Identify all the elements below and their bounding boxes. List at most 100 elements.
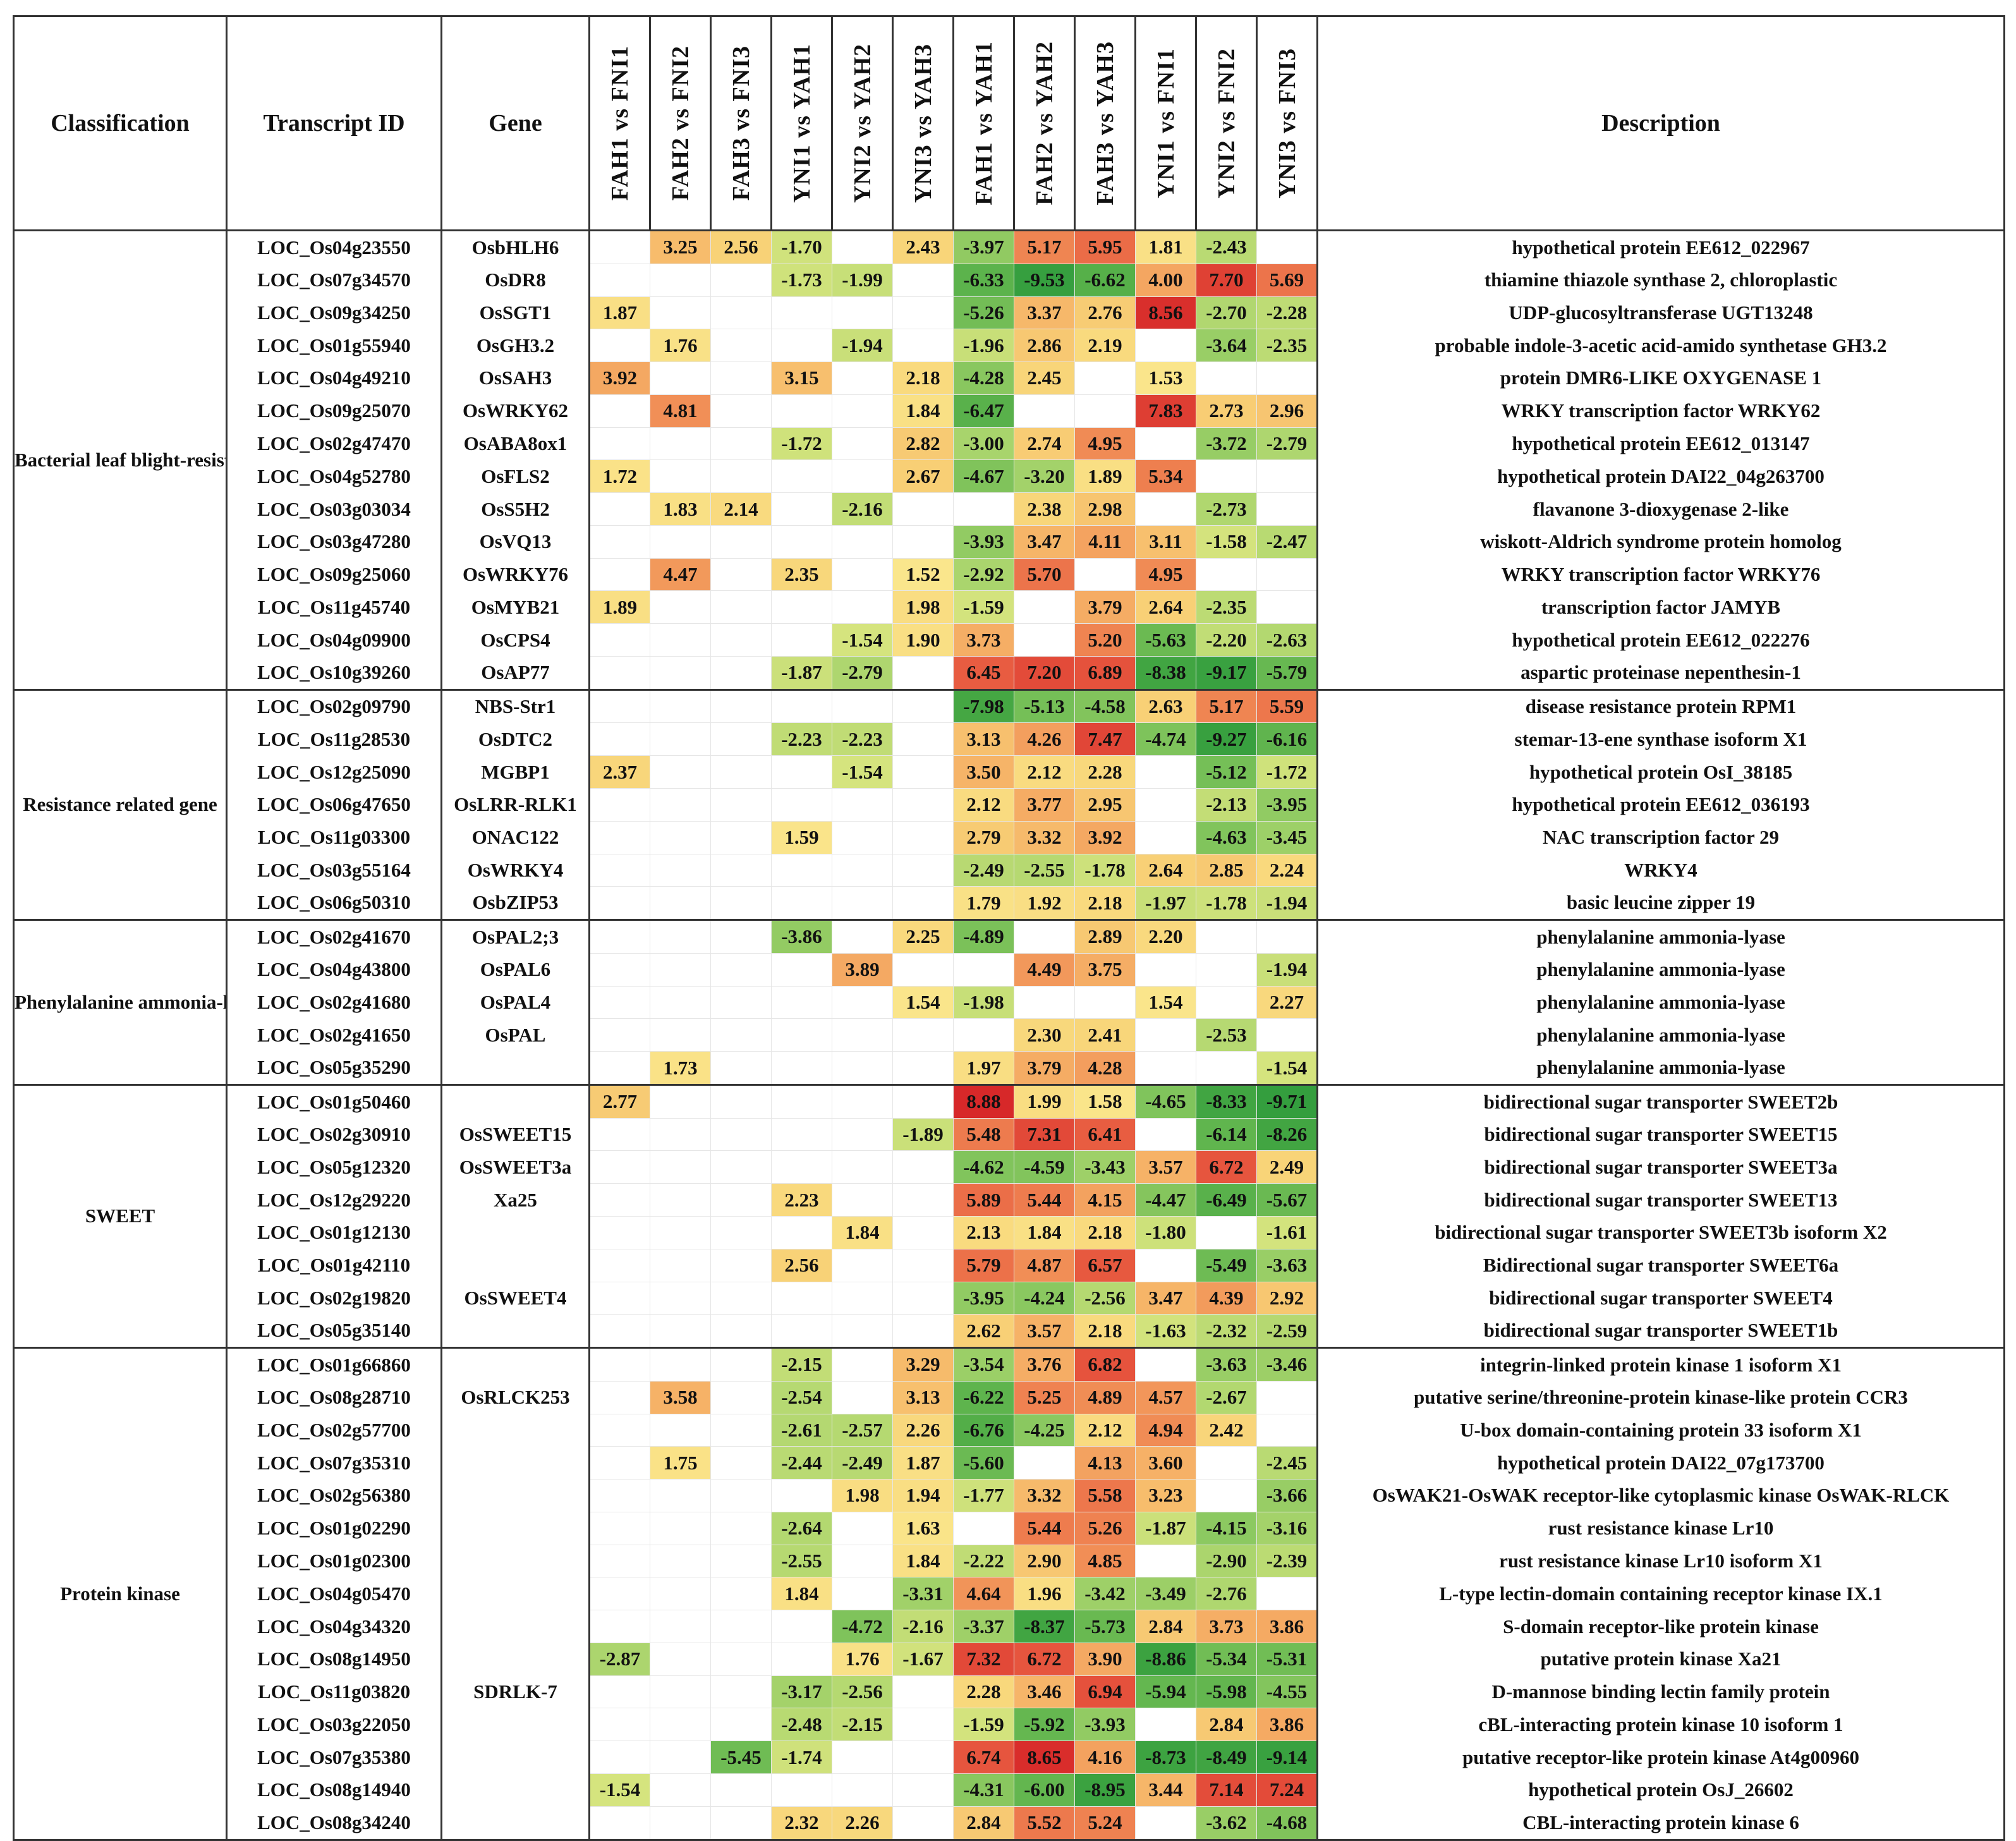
fold-change-cell xyxy=(650,1642,711,1676)
fold-change-cell xyxy=(892,688,954,724)
fold-change-cell xyxy=(650,820,711,854)
fold-change-cell xyxy=(832,459,893,494)
header-gene: Gene xyxy=(440,15,590,231)
fold-change-cell: 3.47 xyxy=(1135,1281,1196,1315)
gene-cell: OsWRKY4 xyxy=(440,854,590,887)
gene-cell: OsDTC2 xyxy=(440,722,590,756)
fold-change-cell: 1.54 xyxy=(1135,985,1196,1019)
fold-change-cell xyxy=(1256,1413,1318,1447)
fold-change-cell xyxy=(1014,623,1075,657)
fold-change-cell xyxy=(1256,492,1318,526)
transcript-id-cell: LOC_Os03g22050 xyxy=(226,1708,442,1741)
fold-change-cell xyxy=(650,655,711,691)
fold-change-cell xyxy=(589,263,650,297)
fold-change-cell: -1.72 xyxy=(771,427,832,461)
fold-change-cell xyxy=(710,1577,772,1611)
comparison-header-label: YNI2 vs FNI2 xyxy=(1213,48,1240,198)
fold-change-cell: 4.95 xyxy=(1074,427,1136,461)
fold-change-cell xyxy=(710,1150,772,1184)
gene-cell xyxy=(440,1708,590,1741)
fold-change-cell: -2.63 xyxy=(1256,623,1318,657)
fold-change-cell xyxy=(771,1117,832,1151)
comparison-header-label: YNI1 vs FNI1 xyxy=(1152,48,1179,198)
fold-change-cell: 1.87 xyxy=(589,296,650,330)
description-cell: bidirectional sugar transporter SWEET13 xyxy=(1316,1183,2005,1217)
table-row: LOC_Os09g25060 OsWRKY76 4.47 2.35 1.52 -2.92 5… xyxy=(14,557,2005,592)
description-cell: WRKY transcription factor WRKY62 xyxy=(1316,394,2005,428)
fold-change-cell: -6.16 xyxy=(1256,722,1318,756)
description-cell: hypothetical protein EE612_036193 xyxy=(1316,788,2005,822)
fold-change-cell: -8.26 xyxy=(1256,1117,1318,1151)
fold-change-cell xyxy=(892,1083,954,1119)
transcript-id-cell: LOC_Os12g29220 xyxy=(226,1183,442,1217)
fold-change-cell xyxy=(771,492,832,526)
gene-cell xyxy=(440,1347,590,1382)
fold-change-cell: 1.89 xyxy=(1074,459,1136,494)
fold-change-cell: -3.95 xyxy=(1256,788,1318,822)
fold-change-cell: -4.55 xyxy=(1256,1675,1318,1709)
fold-change-cell xyxy=(710,1083,772,1119)
fold-change-cell: 2.26 xyxy=(892,1413,954,1447)
fold-change-cell: -5.98 xyxy=(1196,1675,1257,1709)
description-cell: hypothetical protein DAI22_04g263700 xyxy=(1316,459,2005,493)
fold-change-cell: -2.15 xyxy=(771,1347,832,1382)
fold-change-cell xyxy=(832,1018,893,1052)
table-row: LOC_Os03g22050 -2.48 -2.15 -1.59 -5.92 -3.93 2… xyxy=(14,1708,2005,1742)
fold-change-cell: -4.31 xyxy=(953,1773,1014,1807)
comparison-header: YNI2 vs FNI2 xyxy=(1195,15,1258,231)
fold-change-cell xyxy=(650,1675,711,1709)
comparison-header-label: FAH3 vs FNI3 xyxy=(727,46,755,201)
fold-change-cell xyxy=(1256,919,1318,954)
fold-change-cell xyxy=(771,1215,832,1249)
fold-change-cell xyxy=(1074,362,1136,395)
fold-change-cell: -2.56 xyxy=(832,1675,893,1709)
fold-change-cell xyxy=(710,427,772,461)
fold-change-cell: 2.85 xyxy=(1196,853,1257,887)
comparison-header: FAH1 vs FNI1 xyxy=(588,15,651,231)
fold-change-cell: -2.92 xyxy=(953,557,1014,592)
fold-change-cell: -1.94 xyxy=(1256,886,1318,921)
fold-change-cell xyxy=(892,853,954,887)
fold-change-cell: 6.57 xyxy=(1074,1248,1136,1282)
fold-change-cell xyxy=(1196,952,1257,987)
fold-change-cell xyxy=(832,1380,893,1414)
fold-change-cell xyxy=(1014,590,1075,624)
table-row: LOC_Os03g03034 OsS5H2 1.83 2.14 -2.16 2.38 2.9… xyxy=(14,492,2005,526)
fold-change-cell: 1.63 xyxy=(892,1511,954,1545)
fold-change-cell xyxy=(1135,427,1196,461)
fold-change-cell xyxy=(710,263,772,297)
fold-change-cell xyxy=(650,1248,711,1282)
fold-change-cell xyxy=(892,1150,954,1184)
fold-change-cell: -1.67 xyxy=(892,1642,954,1676)
fold-change-cell xyxy=(710,557,772,592)
fold-change-cell xyxy=(1135,1117,1196,1151)
comparison-header-label: YNI2 vs YAH2 xyxy=(849,43,876,203)
fold-change-cell: -2.23 xyxy=(771,722,832,756)
fold-change-cell: -4.68 xyxy=(1256,1806,1318,1841)
fold-change-cell: 5.25 xyxy=(1014,1380,1075,1414)
transcript-id-cell: LOC_Os07g35310 xyxy=(226,1446,442,1479)
fold-change-cell xyxy=(650,1773,711,1807)
fold-change-cell xyxy=(650,1479,711,1512)
description-cell: rust resistance kinase Lr10 xyxy=(1316,1512,2005,1545)
fold-change-cell xyxy=(892,820,954,854)
fold-change-cell xyxy=(589,329,650,363)
fold-change-cell: 7.32 xyxy=(953,1642,1014,1676)
fold-change-cell xyxy=(650,853,711,887)
header-transcript-id: Transcript ID xyxy=(226,15,442,231)
fold-change-cell xyxy=(892,1741,954,1774)
gene-cell xyxy=(440,1216,590,1249)
fold-change-cell xyxy=(832,1314,893,1349)
fold-change-cell: -2.45 xyxy=(1256,1446,1318,1480)
fold-change-cell xyxy=(589,655,650,691)
fold-change-cell: -5.12 xyxy=(1196,755,1257,789)
transcript-id-cell: LOC_Os03g55164 xyxy=(226,854,442,887)
fold-change-cell: 3.25 xyxy=(650,229,711,264)
fold-change-cell: -1.96 xyxy=(953,329,1014,363)
fold-change-cell: 2.20 xyxy=(1135,919,1196,954)
fold-change-cell: 3.73 xyxy=(1196,1610,1257,1643)
fold-change-cell xyxy=(710,1642,772,1676)
fold-change-cell: 7.24 xyxy=(1256,1773,1318,1807)
fold-change-cell: 2.86 xyxy=(1014,329,1075,363)
description-cell: WRKY4 xyxy=(1316,854,2005,887)
